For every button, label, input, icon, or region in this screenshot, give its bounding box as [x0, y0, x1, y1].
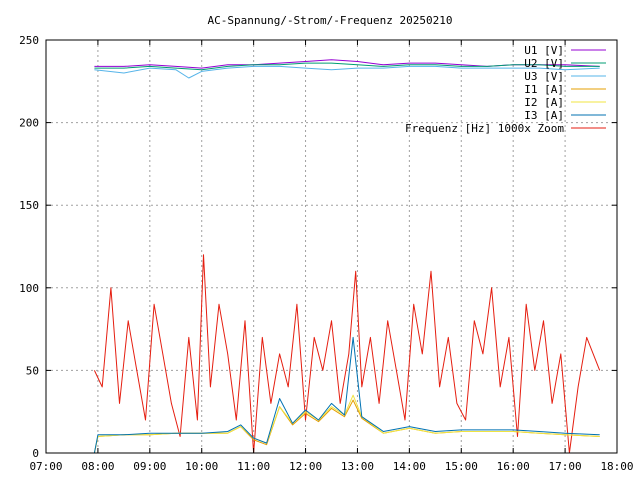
- x-tick-label: 13:00: [341, 460, 374, 473]
- y-tick-label: 200: [19, 117, 39, 130]
- legend-label: I2 [A]: [524, 96, 564, 109]
- x-tick-label: 18:00: [600, 460, 633, 473]
- y-tick-label: 100: [19, 282, 39, 295]
- series-line-6: [93, 336, 600, 454]
- y-axis: 0 50 100 150 200 250: [19, 34, 617, 460]
- x-tick-label: 10:00: [185, 460, 218, 473]
- x-axis: 07:00 08:00 09:00 10:00 11:00 12:00 13:00 14:00…: [29, 40, 634, 473]
- x-tick-label: 14:00: [393, 460, 426, 473]
- legend-label: U2 [V]: [524, 57, 564, 70]
- legend: U1 [V]U2 [V]U3 [V]I1 [A]I2 [A]I3 [A]Freq…: [405, 44, 606, 135]
- legend-label: I3 [A]: [524, 109, 564, 122]
- plot-frame: [45, 39, 618, 454]
- x-tick-label: 12:00: [289, 460, 322, 473]
- series-line-5: [93, 394, 600, 454]
- y-tick-label: 0: [32, 447, 39, 460]
- x-tick-label: 16:00: [497, 460, 530, 473]
- y-tick-label: 150: [19, 199, 39, 212]
- series-line-3: [94, 65, 600, 79]
- series-line-7: [93, 254, 601, 454]
- y-tick-label: 50: [26, 364, 39, 377]
- x-tick-label: 08:00: [81, 460, 114, 473]
- x-tick-label: 11:00: [237, 460, 270, 473]
- x-tick-label: 17:00: [549, 460, 582, 473]
- x-tick-label: 15:00: [445, 460, 478, 473]
- series-layer: [93, 59, 601, 454]
- legend-label: I1 [A]: [524, 83, 564, 96]
- legend-label: U3 [V]: [524, 70, 564, 83]
- legend-label: U1 [V]: [524, 44, 564, 57]
- x-tick-label: 09:00: [133, 460, 166, 473]
- series-line-2: [94, 62, 600, 71]
- x-tick-label: 07:00: [29, 460, 62, 473]
- chart-title: AC-Spannung/-Strom/-Frequenz 20250210: [207, 14, 452, 27]
- legend-label: Frequenz [Hz] 1000x Zoom: [405, 122, 564, 135]
- y-tick-label: 250: [19, 34, 39, 47]
